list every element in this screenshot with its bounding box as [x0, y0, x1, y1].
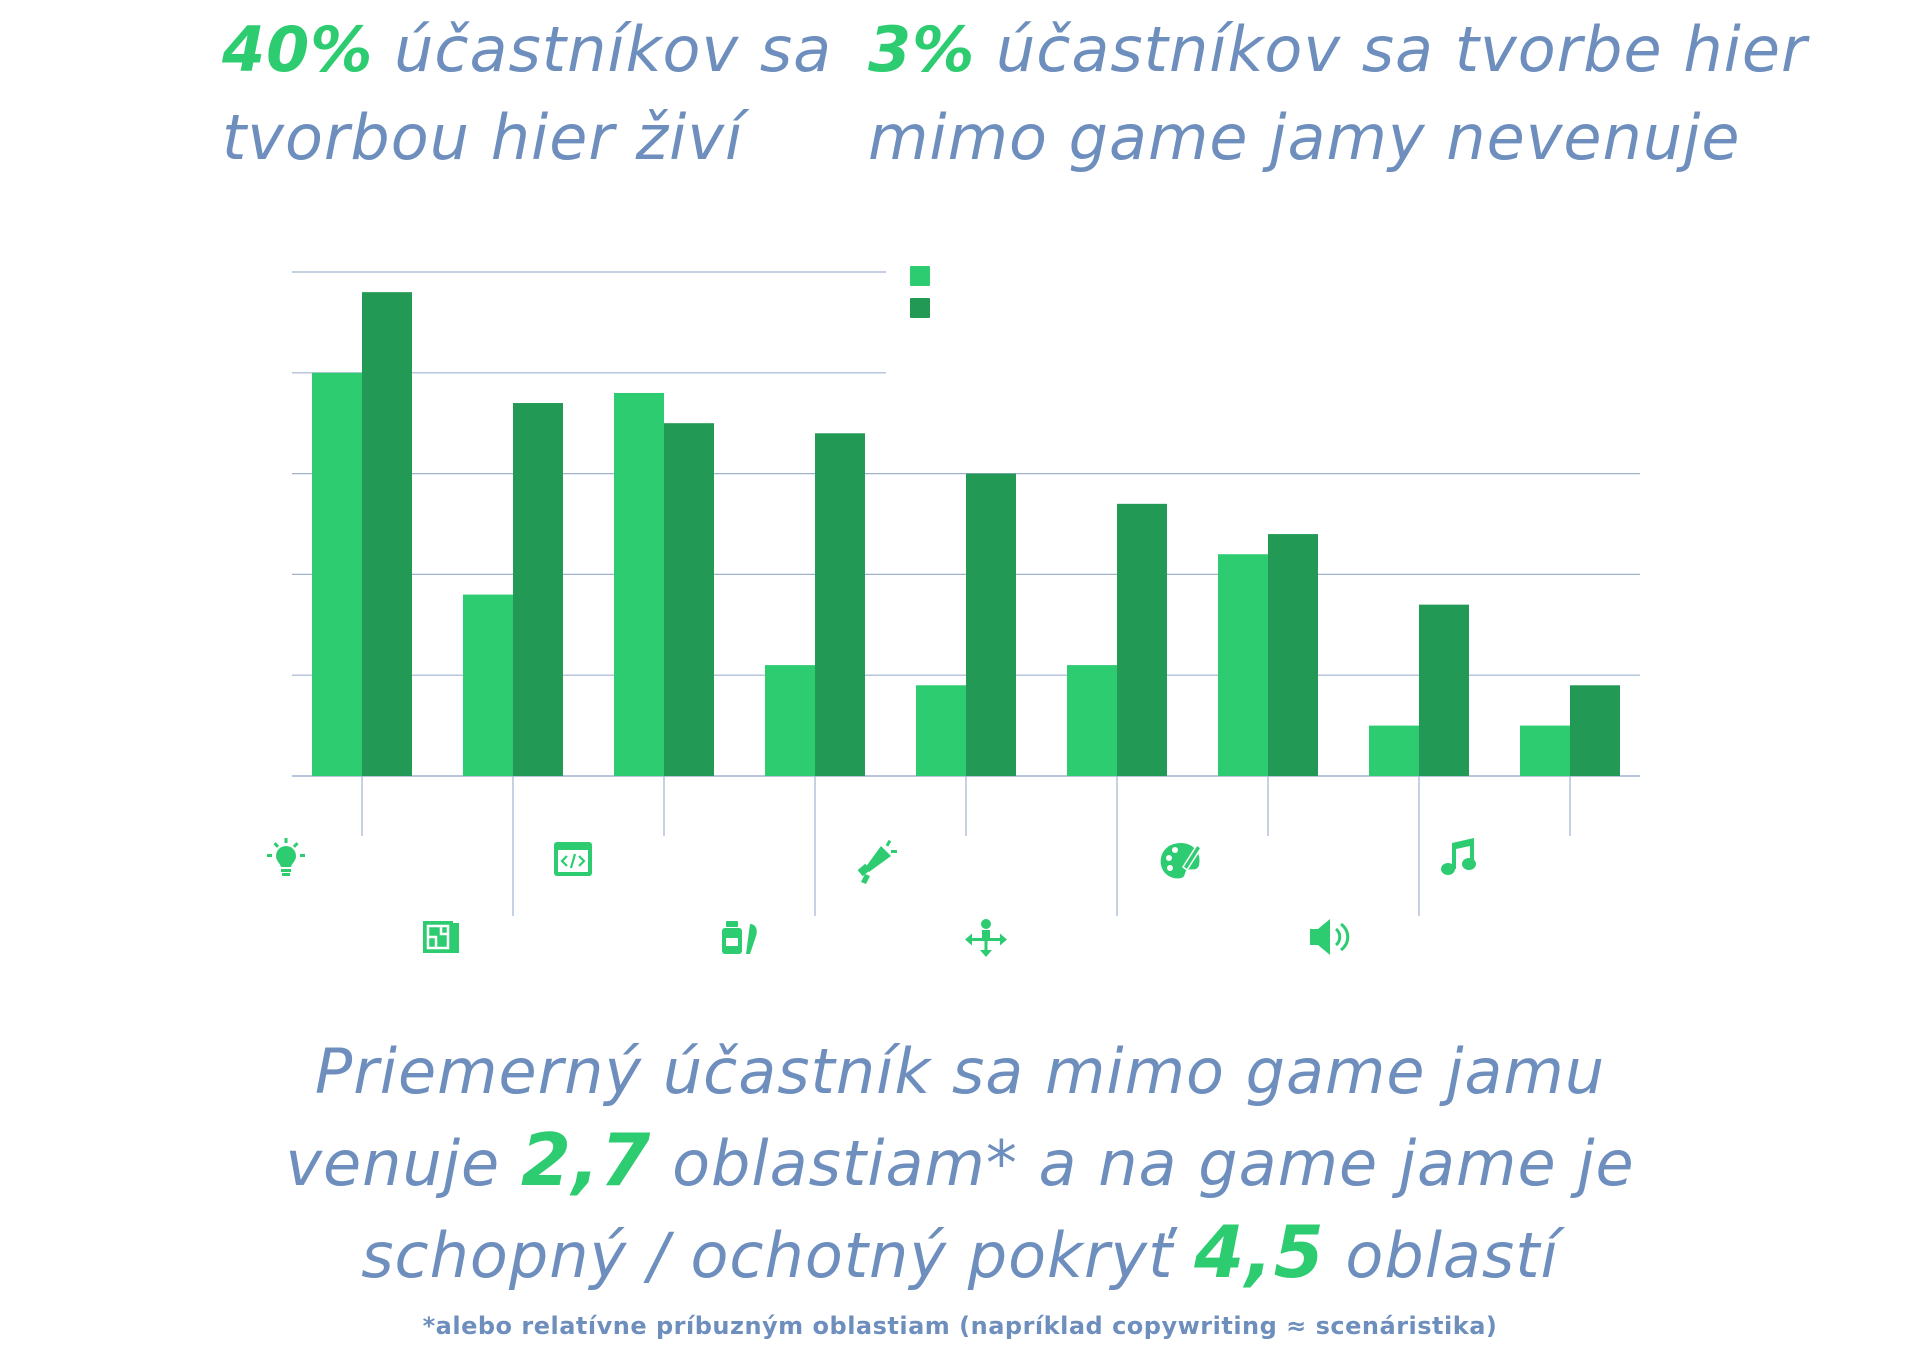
stat-no-gamedev: 3% účastníkov sa tvorbe hier mimo game j… [868, 6, 1808, 182]
stat-earn-living-text-2: tvorbou hier živí [222, 101, 744, 174]
bar-series-2-idea [362, 292, 412, 776]
bar-series-1-level-map [463, 594, 513, 776]
summary-line-1: Priemerný účastník sa mimo game jamu [314, 1035, 1606, 1108]
music-icon [1441, 838, 1476, 875]
bar-series-2-level-map [513, 403, 563, 776]
bar-series-1-writing [765, 665, 815, 776]
stat-no-gamedev-value: 3% [868, 13, 976, 86]
summary-text: Priemerný účastník sa mimo game jamu ven… [0, 1028, 1920, 1300]
stat-no-gamedev-text-1: účastníkov sa tvorbe hier [975, 13, 1808, 86]
level-map-icon [423, 921, 459, 953]
bars [312, 292, 1620, 776]
bar-series-1-code [614, 392, 664, 776]
summary-line-3b: oblastí [1324, 1219, 1559, 1292]
marketing-icon [857, 839, 897, 884]
idea-icon [267, 838, 305, 876]
sound-icon [1310, 919, 1350, 955]
stat-earn-living: 40% účastníkov sa tvorbou hier živí [222, 6, 832, 182]
bar-series-2-user-testing [1117, 503, 1167, 776]
summary-line-2b: oblastiam* a na game jame je [651, 1127, 1635, 1200]
code-icon [554, 842, 592, 876]
bar-series-2-code [664, 423, 714, 776]
footnote: *alebo relatívne príbuzným oblastiam (na… [422, 1312, 1498, 1340]
bar-series-1-user-testing [1067, 665, 1117, 776]
user-testing-icon [965, 919, 1007, 957]
bar-series-2-marketing [966, 473, 1016, 776]
legend [910, 266, 930, 318]
bar-series-2-music [1570, 685, 1620, 776]
summary-value-at-jam: 4,5 [1194, 1210, 1325, 1294]
legend-swatch-series-1 [910, 266, 930, 286]
stat-earn-living-text-1: účastníkov sa [373, 13, 833, 86]
category-ticks [361, 776, 1571, 916]
bar-series-1-sound [1369, 725, 1419, 776]
art-palette-icon [1160, 843, 1203, 879]
bar-series-1-idea [312, 372, 362, 776]
summary-line-3a: schopný / ochotný pokryť [361, 1219, 1195, 1292]
bar-series-1-music [1520, 725, 1570, 776]
summary-line-2a: venuje [285, 1127, 521, 1200]
summary-value-outside-jam: 2,7 [520, 1118, 652, 1202]
bar-series-1-art-palette [1218, 554, 1268, 776]
bar-series-2-writing [815, 433, 865, 776]
writing-icon [722, 921, 757, 954]
bar-series-1-marketing [916, 685, 966, 776]
bar-series-2-sound [1419, 604, 1469, 776]
legend-swatch-series-2 [910, 298, 930, 318]
bar-chart [267, 266, 1640, 957]
stat-no-gamedev-text-2: mimo game jamy nevenuje [868, 101, 1741, 174]
stat-earn-living-value: 40% [222, 13, 374, 86]
bar-series-2-art-palette [1268, 534, 1318, 776]
